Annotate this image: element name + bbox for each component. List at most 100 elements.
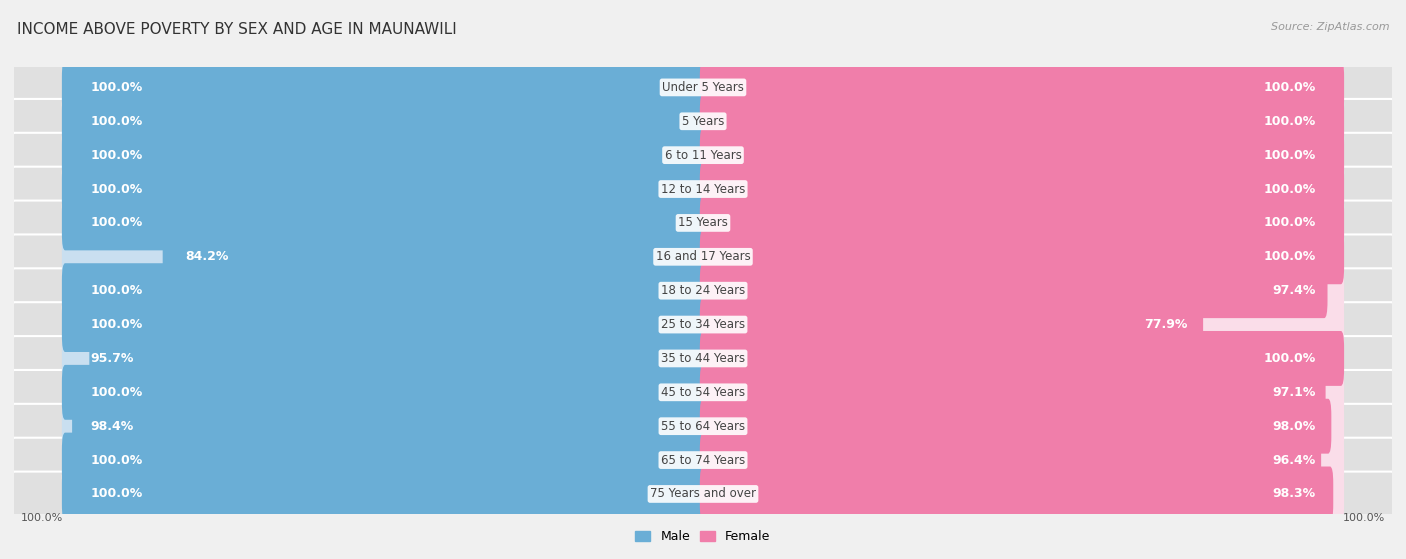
FancyBboxPatch shape: [13, 438, 1393, 482]
FancyBboxPatch shape: [700, 60, 1344, 115]
FancyBboxPatch shape: [13, 404, 1393, 448]
Text: 97.4%: 97.4%: [1272, 284, 1316, 297]
Text: 35 to 44 Years: 35 to 44 Years: [661, 352, 745, 365]
FancyBboxPatch shape: [700, 331, 1344, 386]
FancyBboxPatch shape: [13, 234, 1393, 279]
FancyBboxPatch shape: [700, 467, 1344, 522]
FancyBboxPatch shape: [13, 201, 1393, 245]
Text: 97.1%: 97.1%: [1272, 386, 1316, 399]
FancyBboxPatch shape: [62, 297, 706, 352]
Text: 100.0%: 100.0%: [1263, 115, 1316, 128]
FancyBboxPatch shape: [13, 336, 1393, 381]
FancyBboxPatch shape: [700, 433, 1344, 487]
FancyBboxPatch shape: [700, 467, 1333, 522]
FancyBboxPatch shape: [62, 467, 706, 522]
FancyBboxPatch shape: [700, 127, 1344, 183]
FancyBboxPatch shape: [700, 229, 1344, 284]
Text: 55 to 64 Years: 55 to 64 Years: [661, 420, 745, 433]
FancyBboxPatch shape: [700, 297, 1204, 352]
Text: 100.0%: 100.0%: [90, 284, 143, 297]
Text: 100.0%: 100.0%: [90, 216, 143, 229]
FancyBboxPatch shape: [62, 196, 706, 250]
FancyBboxPatch shape: [72, 399, 706, 454]
FancyBboxPatch shape: [62, 127, 706, 183]
Text: INCOME ABOVE POVERTY BY SEX AND AGE IN MAUNAWILI: INCOME ABOVE POVERTY BY SEX AND AGE IN M…: [17, 22, 457, 37]
FancyBboxPatch shape: [700, 162, 1344, 216]
FancyBboxPatch shape: [62, 94, 706, 149]
FancyBboxPatch shape: [13, 302, 1393, 347]
FancyBboxPatch shape: [62, 162, 706, 216]
Text: 15 Years: 15 Years: [678, 216, 728, 229]
FancyBboxPatch shape: [700, 365, 1326, 420]
FancyBboxPatch shape: [62, 433, 706, 487]
Text: 100.0%: 100.0%: [90, 81, 143, 94]
FancyBboxPatch shape: [62, 127, 706, 183]
Text: 100.0%: 100.0%: [90, 386, 143, 399]
FancyBboxPatch shape: [700, 297, 1344, 352]
Text: 6 to 11 Years: 6 to 11 Years: [665, 149, 741, 162]
Text: 18 to 24 Years: 18 to 24 Years: [661, 284, 745, 297]
Text: Source: ZipAtlas.com: Source: ZipAtlas.com: [1271, 22, 1389, 32]
Text: 100.0%: 100.0%: [1263, 352, 1316, 365]
Text: 12 to 14 Years: 12 to 14 Years: [661, 183, 745, 196]
Text: 96.4%: 96.4%: [1272, 453, 1316, 467]
FancyBboxPatch shape: [13, 167, 1393, 211]
Text: 100.0%: 100.0%: [90, 115, 143, 128]
Text: Under 5 Years: Under 5 Years: [662, 81, 744, 94]
Text: 100.0%: 100.0%: [90, 183, 143, 196]
FancyBboxPatch shape: [62, 196, 706, 250]
FancyBboxPatch shape: [700, 196, 1344, 250]
Text: 98.4%: 98.4%: [90, 420, 134, 433]
Text: 75 Years and over: 75 Years and over: [650, 487, 756, 500]
Text: 45 to 54 Years: 45 to 54 Years: [661, 386, 745, 399]
Text: 100.0%: 100.0%: [90, 318, 143, 331]
FancyBboxPatch shape: [700, 60, 1344, 115]
FancyBboxPatch shape: [700, 365, 1344, 420]
Text: 100.0%: 100.0%: [90, 453, 143, 467]
FancyBboxPatch shape: [700, 433, 1322, 487]
Text: 100.0%: 100.0%: [1263, 250, 1316, 263]
FancyBboxPatch shape: [700, 399, 1331, 454]
FancyBboxPatch shape: [62, 263, 706, 318]
Text: 65 to 74 Years: 65 to 74 Years: [661, 453, 745, 467]
Text: 100.0%: 100.0%: [1263, 81, 1316, 94]
FancyBboxPatch shape: [62, 263, 706, 318]
Legend: Male, Female: Male, Female: [630, 525, 776, 548]
Text: 100.0%: 100.0%: [90, 487, 143, 500]
FancyBboxPatch shape: [700, 263, 1327, 318]
Text: 100.0%: 100.0%: [1263, 183, 1316, 196]
FancyBboxPatch shape: [700, 94, 1344, 149]
FancyBboxPatch shape: [62, 365, 706, 420]
FancyBboxPatch shape: [90, 331, 706, 386]
Text: 16 and 17 Years: 16 and 17 Years: [655, 250, 751, 263]
FancyBboxPatch shape: [62, 399, 706, 454]
Text: 98.3%: 98.3%: [1272, 487, 1316, 500]
FancyBboxPatch shape: [13, 268, 1393, 313]
Text: 100.0%: 100.0%: [1263, 149, 1316, 162]
Text: 100.0%: 100.0%: [1263, 216, 1316, 229]
FancyBboxPatch shape: [13, 65, 1393, 110]
FancyBboxPatch shape: [62, 162, 706, 216]
Text: 98.0%: 98.0%: [1272, 420, 1316, 433]
FancyBboxPatch shape: [62, 94, 706, 149]
FancyBboxPatch shape: [62, 365, 706, 420]
Text: 100.0%: 100.0%: [90, 149, 143, 162]
FancyBboxPatch shape: [163, 229, 706, 284]
Text: 5 Years: 5 Years: [682, 115, 724, 128]
FancyBboxPatch shape: [700, 263, 1344, 318]
Text: 77.9%: 77.9%: [1144, 318, 1187, 331]
FancyBboxPatch shape: [62, 467, 706, 522]
FancyBboxPatch shape: [700, 229, 1344, 284]
FancyBboxPatch shape: [13, 370, 1393, 415]
Text: 84.2%: 84.2%: [186, 250, 228, 263]
FancyBboxPatch shape: [13, 133, 1393, 178]
Text: 100.0%: 100.0%: [21, 513, 63, 523]
FancyBboxPatch shape: [62, 433, 706, 487]
FancyBboxPatch shape: [700, 127, 1344, 183]
FancyBboxPatch shape: [62, 229, 706, 284]
FancyBboxPatch shape: [700, 162, 1344, 216]
FancyBboxPatch shape: [13, 99, 1393, 144]
Text: 25 to 34 Years: 25 to 34 Years: [661, 318, 745, 331]
FancyBboxPatch shape: [62, 60, 706, 115]
FancyBboxPatch shape: [62, 297, 706, 352]
